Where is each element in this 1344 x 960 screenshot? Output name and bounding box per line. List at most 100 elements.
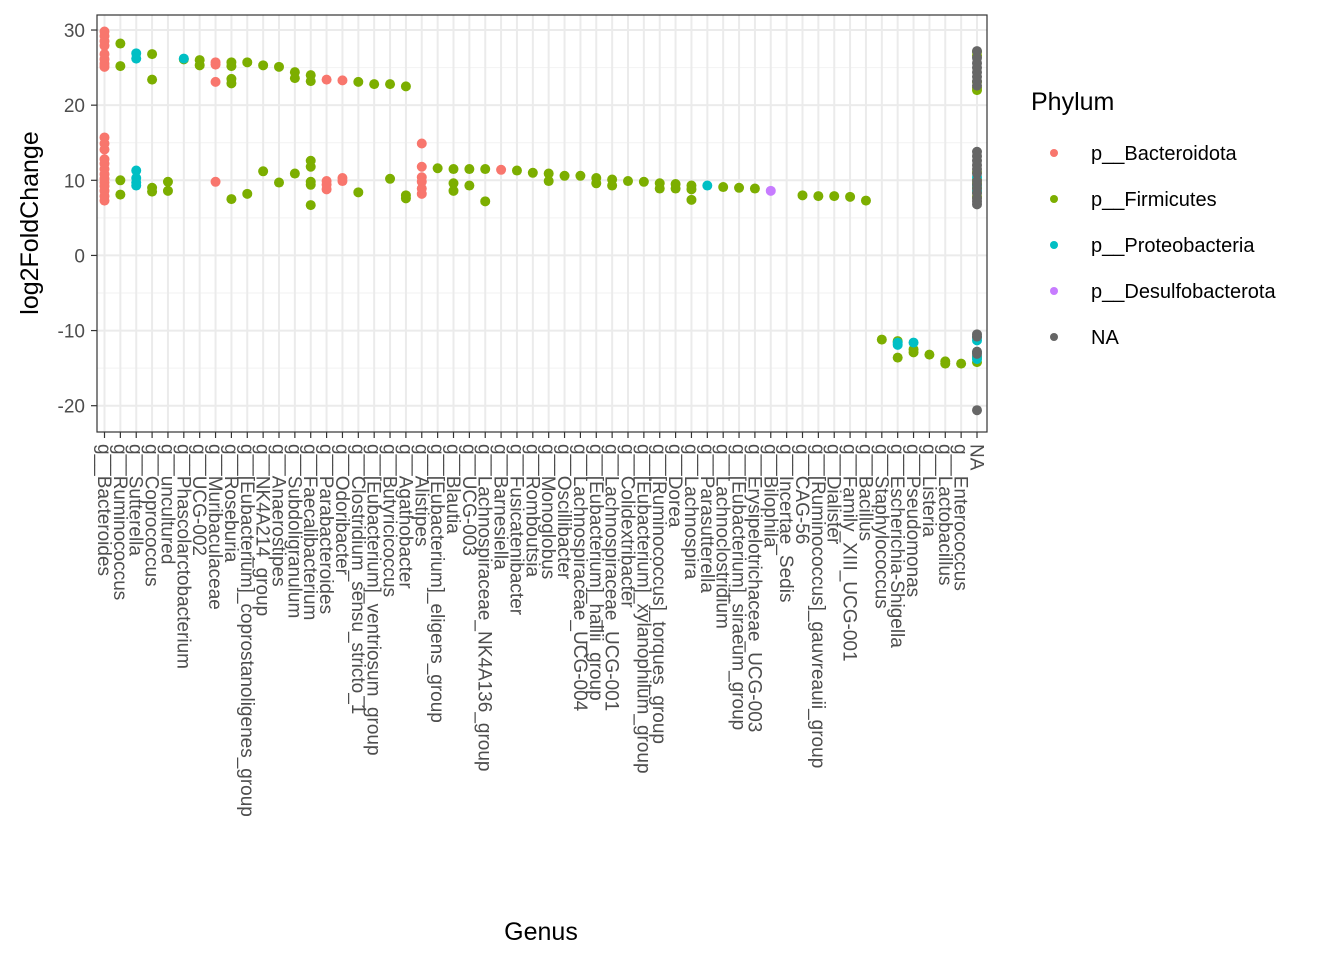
data-point bbox=[115, 189, 126, 200]
legend-label: p__Desulfobacterota bbox=[1091, 281, 1276, 303]
x-tick-label: g__UCG-003 bbox=[458, 444, 479, 556]
x-tick-label: g__Ruminococcus bbox=[109, 444, 130, 600]
legend-key bbox=[1050, 241, 1058, 249]
data-point bbox=[385, 173, 396, 184]
y-tick-label: 0 bbox=[74, 246, 85, 267]
data-point bbox=[178, 53, 189, 64]
data-point bbox=[591, 178, 602, 189]
data-point bbox=[480, 196, 491, 207]
data-point bbox=[131, 165, 142, 176]
data-point bbox=[448, 185, 459, 196]
data-point bbox=[543, 168, 554, 179]
data-point bbox=[686, 194, 697, 205]
data-point bbox=[638, 176, 649, 187]
legend-label: p__Bacteroidota bbox=[1091, 143, 1238, 165]
y-tick-label: 20 bbox=[64, 96, 85, 117]
legend-label: NA bbox=[1091, 327, 1119, 349]
y-axis-title: log2FoldChange bbox=[16, 131, 44, 314]
data-point bbox=[194, 60, 205, 71]
data-point bbox=[829, 191, 840, 202]
data-point bbox=[226, 78, 237, 89]
y-tick-label: 10 bbox=[64, 171, 85, 192]
axes-layer: -20 -10 0 10 20 30 g__Bacteroidesg__Ruminococc… bbox=[58, 21, 987, 817]
x-tick-label: g__Blautia bbox=[442, 444, 463, 534]
data-point bbox=[400, 193, 411, 204]
x-tick-label: g__Lachnospira bbox=[680, 444, 701, 580]
data-point bbox=[385, 79, 396, 90]
panel-border bbox=[96, 14, 988, 433]
data-point bbox=[797, 190, 808, 201]
y-tick-label: -10 bbox=[58, 322, 85, 343]
data-point bbox=[670, 183, 681, 194]
data-point bbox=[210, 76, 221, 87]
x-tick-label: g__Butyricicoccus bbox=[379, 444, 400, 597]
x-tick-label: g__Phascolarctobacterium bbox=[172, 444, 193, 669]
data-point bbox=[956, 358, 967, 369]
data-point bbox=[654, 183, 665, 194]
x-tick-label: g__Lachnospiraceae_NK4A136_group bbox=[474, 444, 495, 771]
data-point bbox=[131, 180, 142, 191]
data-point bbox=[511, 165, 522, 176]
x-tick-label: g__Subdoligranulum bbox=[283, 444, 304, 618]
data-point bbox=[305, 161, 316, 172]
x-tick-label: g__Bilophila bbox=[759, 444, 780, 548]
data-point bbox=[734, 182, 745, 193]
data-point bbox=[353, 76, 364, 87]
data-point bbox=[131, 53, 142, 64]
data-point bbox=[147, 49, 158, 60]
data-point bbox=[448, 164, 459, 175]
data-point bbox=[305, 200, 316, 211]
x-tick-label: g__[Eubacterium]_ventriosum_group bbox=[363, 444, 384, 756]
x-tick-label: g__Muribaculaceae bbox=[204, 444, 225, 610]
data-point bbox=[972, 80, 982, 91]
x-tick-label: g__Listeria bbox=[918, 444, 939, 537]
x-tick-label: g__Clostridium_sensu_stricto_1 bbox=[347, 444, 368, 714]
data-point bbox=[972, 331, 982, 342]
data-point bbox=[289, 168, 300, 179]
x-tick-label: g__Parabacteroides bbox=[315, 444, 336, 614]
x-tick-label: NA bbox=[966, 444, 987, 471]
data-point bbox=[972, 168, 982, 179]
data-point bbox=[749, 183, 760, 194]
data-point bbox=[908, 347, 919, 358]
data-point bbox=[845, 191, 856, 202]
x-tick-label: g__Coprococcus bbox=[141, 444, 162, 587]
data-point bbox=[559, 170, 570, 181]
data-point bbox=[115, 38, 126, 49]
data-point bbox=[99, 40, 110, 51]
x-tick-label: g__Roseburia bbox=[220, 444, 241, 563]
x-axis-title: Genus bbox=[504, 918, 578, 946]
x-tick-label: g__Dialister bbox=[823, 444, 844, 545]
data-point bbox=[115, 61, 126, 72]
data-point bbox=[258, 166, 269, 177]
x-tick-label: g__NK4A214_group bbox=[252, 444, 273, 616]
data-point bbox=[686, 184, 697, 195]
data-point bbox=[972, 199, 982, 210]
data-point bbox=[210, 59, 221, 70]
x-tick-label: g__CAG-56 bbox=[791, 444, 812, 544]
x-tick-label: g__Sutterella bbox=[125, 444, 146, 556]
data-point bbox=[337, 75, 348, 86]
data-point bbox=[242, 57, 253, 68]
x-tick-label: g__Staphylococcus bbox=[870, 444, 891, 609]
x-tick-label: g__Odoribacter bbox=[331, 444, 352, 576]
data-point bbox=[99, 195, 110, 206]
x-tick-label: g__Lactobacillus bbox=[934, 444, 955, 586]
y-tick-label: -20 bbox=[58, 397, 85, 418]
x-tick-label: g__Family_XIII_UCG-001 bbox=[839, 444, 860, 662]
legend-key bbox=[1050, 287, 1058, 295]
x-tick-label: g__Parasutterella bbox=[696, 444, 717, 593]
data-point bbox=[876, 334, 887, 345]
x-tick-label: g__[Ruminococcus]_gauvreauii_group bbox=[807, 444, 828, 768]
data-point bbox=[321, 74, 332, 85]
data-point bbox=[226, 61, 237, 72]
data-point bbox=[369, 79, 380, 90]
legend-entries: p__Bacteroidota p__Firmicutes p__Proteobac… bbox=[1050, 143, 1276, 349]
x-tick-label: g__[Ruminococcus]_torques_group bbox=[648, 444, 669, 744]
data-point bbox=[623, 176, 633, 187]
data-point bbox=[210, 176, 221, 187]
x-tick-label: g__Pseudomonas bbox=[902, 444, 923, 597]
legend-key bbox=[1050, 149, 1058, 157]
data-point bbox=[765, 185, 776, 196]
